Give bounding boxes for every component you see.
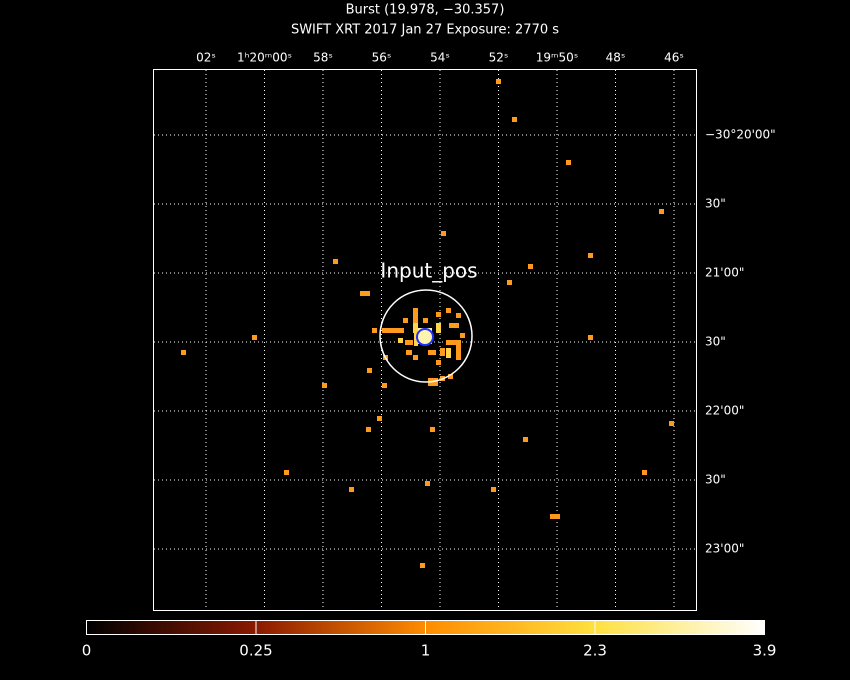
- colorbar-label: 0: [82, 642, 92, 660]
- colorbar-label: 0.25: [239, 642, 272, 660]
- subtitle: SWIFT XRT 2017 Jan 27 Exposure: 2770 s: [291, 23, 559, 38]
- top-tick-label: 1ʰ20ᵐ00ˢ: [237, 51, 292, 65]
- top-tick-label: 52ˢ: [489, 51, 509, 65]
- top-axis: 02ˢ 1ʰ20ᵐ00ˢ 58ˢ 56ˢ 54ˢ 52ˢ 19ᵐ50ˢ 48ˢ 46ˢ: [196, 51, 684, 65]
- right-axis: −30°20'00" 30" 21'00" 30" 22'00" 30" 23'00": [705, 128, 776, 556]
- right-tick-label: 30": [705, 197, 726, 211]
- top-tick-label: 19ᵐ50ˢ: [536, 51, 579, 65]
- colorbar-label: 3.9: [753, 642, 777, 660]
- colorbar-labels: 0 0.25 1 2.3 3.9: [82, 621, 777, 660]
- right-tick-label: 22'00": [705, 404, 744, 418]
- top-tick-label: 58ˢ: [313, 51, 333, 65]
- source-label: Input_pos: [380, 259, 477, 283]
- top-tick-label: 02ˢ: [196, 51, 216, 65]
- top-tick-label: 48ˢ: [606, 51, 626, 65]
- title: Burst (19.978, −30.357): [346, 3, 505, 18]
- events: [181, 79, 674, 568]
- position-error: [416, 328, 434, 346]
- right-tick-label: 23'00": [705, 542, 744, 556]
- colorbar-label: 1: [421, 642, 431, 660]
- source-region: [379, 289, 473, 383]
- right-tick-label: 30": [705, 473, 726, 487]
- right-tick-label: −30°20'00": [705, 128, 776, 142]
- top-tick-label: 56ˢ: [372, 51, 392, 65]
- plot-frame: [153, 69, 697, 611]
- right-tick-label: 21'00": [705, 266, 744, 280]
- right-tick-label: 30": [705, 335, 726, 349]
- colorbar-label: 2.3: [583, 642, 607, 660]
- top-tick-label: 46ˢ: [664, 51, 684, 65]
- top-tick-label: 54ˢ: [430, 51, 450, 65]
